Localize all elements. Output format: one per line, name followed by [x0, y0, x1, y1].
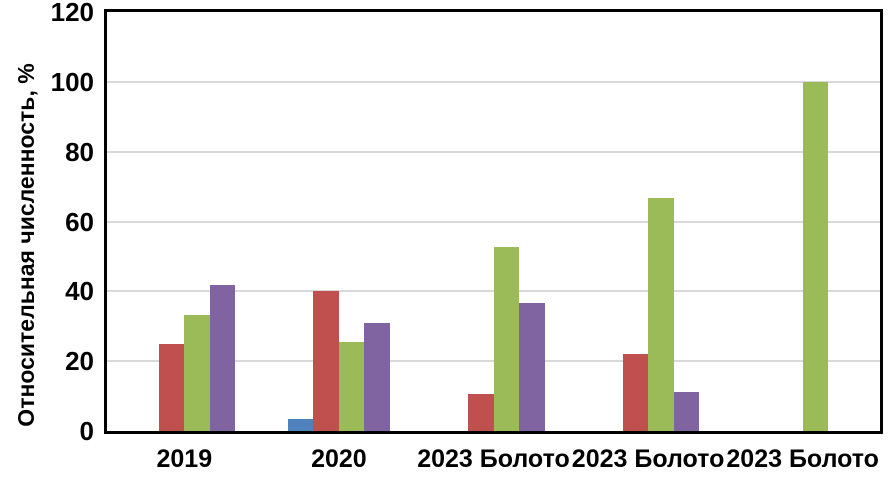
y-tick-label-0: 0	[79, 416, 94, 446]
x-tick-label-4: 2023 Болото	[571, 445, 725, 473]
bar-series-3-green-group5	[802, 81, 829, 431]
x-tick-label-1: 2019	[156, 445, 213, 473]
gridline-60	[107, 220, 880, 223]
x-tick-label-5: 2023 Болото	[726, 445, 879, 473]
bar-series-4-purple-group4	[673, 392, 700, 431]
bar-series-1-blue-group2	[287, 419, 314, 431]
bar-series-2-red-group4	[622, 353, 649, 431]
bar-series-2-red-group2	[313, 291, 339, 431]
y-tick-label-60: 60	[65, 206, 94, 237]
gridline-80	[107, 150, 880, 153]
x-tick-label-3: 2023 Болото	[417, 445, 570, 473]
y-tick-label-120: 120	[50, 0, 94, 27]
y-tick-label-20: 20	[65, 346, 94, 377]
y-tick-label-100: 100	[50, 66, 94, 97]
plot-area	[104, 9, 883, 434]
bar-series-3-green-group4	[648, 198, 674, 431]
y-tick-label-40: 40	[65, 276, 94, 307]
bar-series-2-red-group3	[468, 394, 494, 431]
bar-series-3-green-group2	[338, 341, 365, 431]
bar-series-4-purple-group1	[209, 285, 236, 431]
x-tick-label-2: 2020	[311, 445, 367, 473]
bar-series-3-green-group1	[184, 314, 210, 431]
y-tick-label-80: 80	[65, 136, 94, 167]
bar-series-4-purple-group2	[364, 322, 390, 431]
bar-series-3-green-group3	[493, 247, 519, 431]
bar-series-4-purple-group3	[519, 302, 545, 431]
y-axis-title: Относительная численность, %	[13, 63, 39, 427]
bar-series-2-red-group1	[158, 343, 185, 431]
gridline-100	[107, 80, 880, 83]
